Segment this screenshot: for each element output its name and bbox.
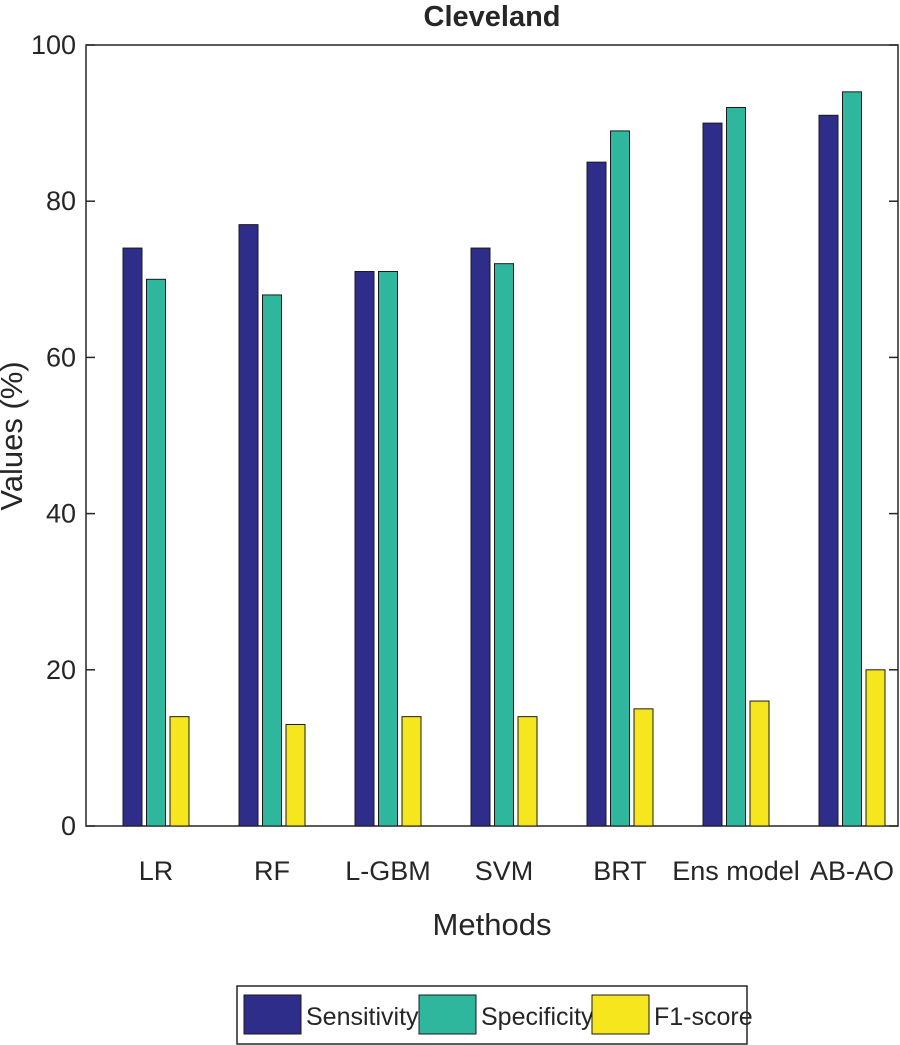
bar-specificity-ens-model xyxy=(726,106,746,827)
bar-specificity-brt xyxy=(610,130,630,827)
x-tick-label: RF xyxy=(254,856,290,886)
x-tick-label: L-GBM xyxy=(345,856,431,886)
y-tick-label: 20 xyxy=(46,655,76,685)
plot-area: 0 20 40 60 80 100 LR RF L-GBM SVM BRT Ens model AB-A… xyxy=(31,30,899,886)
bar-sensitivity-l-gbm xyxy=(354,270,375,827)
y-tick-label: 80 xyxy=(46,186,76,216)
x-tick-label: Ens model xyxy=(672,856,800,886)
y-tick-label: 100 xyxy=(31,30,76,60)
bar-sensitivity-brt xyxy=(586,161,607,827)
x-axis-label: Methods xyxy=(433,907,552,942)
bar-f1-score-rf xyxy=(285,723,306,827)
y-tick-label: 40 xyxy=(46,499,76,529)
bar-f1-score-ab-ao xyxy=(865,669,886,827)
chart-title: Cleveland xyxy=(424,1,561,33)
bar-specificity-l-gbm xyxy=(378,270,398,827)
bar-sensitivity-svm xyxy=(470,247,491,827)
bar-sensitivity-ens-model xyxy=(702,122,723,827)
bar-f1-score-ens-model xyxy=(749,700,770,827)
x-tick-label: AB-AO xyxy=(810,856,894,886)
y-tick-label: 60 xyxy=(46,342,76,372)
bar-specificity-lr xyxy=(146,278,166,827)
bar-sensitivity-ab-ao xyxy=(818,114,839,827)
bar-f1-score-svm xyxy=(517,716,538,827)
legend-label-f1-score: F1-score xyxy=(654,1003,753,1031)
legend-swatch-sensitivity xyxy=(243,994,302,1035)
bar-specificity-svm xyxy=(494,263,514,827)
bar-f1-score-brt xyxy=(633,708,654,827)
x-tick-label: BRT xyxy=(593,856,647,886)
bar-f1-score-lr xyxy=(169,716,190,827)
legend-label-specificity: Specificity xyxy=(481,1003,594,1031)
bar-sensitivity-rf xyxy=(238,224,259,827)
y-tick-label: 0 xyxy=(61,811,76,841)
bar-specificity-ab-ao xyxy=(842,91,862,827)
x-tick-label: LR xyxy=(139,856,174,886)
legend-swatch-f1-score xyxy=(591,994,650,1035)
bar-specificity-rf xyxy=(262,294,282,827)
bar-sensitivity-lr xyxy=(122,247,143,827)
bar-f1-score-l-gbm xyxy=(401,716,422,827)
axes-frame xyxy=(85,44,899,827)
x-tick-label: SVM xyxy=(475,856,534,886)
legend-swatch-specificity xyxy=(418,994,477,1035)
legend: Sensitivity Specificity F1-score xyxy=(236,985,753,1045)
legend-box xyxy=(236,985,748,1045)
y-axis-label: Values (%) xyxy=(0,361,29,510)
legend-label-sensitivity: Sensitivity xyxy=(306,1003,419,1031)
